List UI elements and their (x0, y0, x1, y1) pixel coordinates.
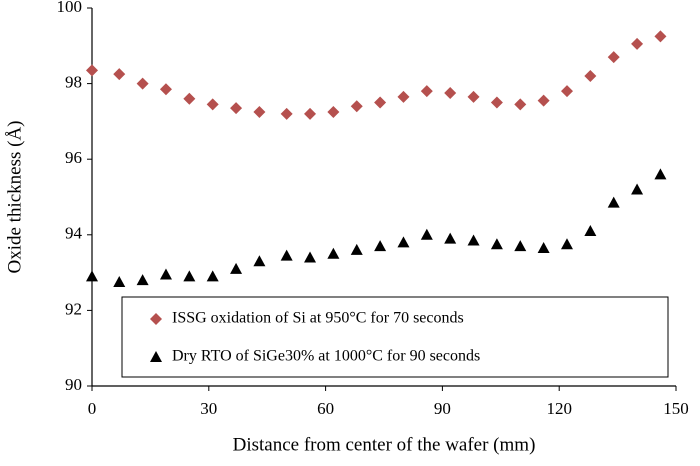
point (654, 168, 667, 180)
point (253, 105, 266, 118)
x-tick-label: 150 (663, 399, 689, 418)
x-tick-label: 120 (546, 399, 572, 418)
point (537, 94, 550, 107)
point (537, 242, 550, 254)
point (280, 107, 293, 120)
legend-marker (150, 313, 162, 325)
point (444, 232, 457, 244)
point (444, 87, 457, 100)
point (584, 70, 597, 83)
point (607, 196, 620, 208)
x-tick-label: 60 (317, 399, 334, 418)
point (467, 90, 480, 103)
point (206, 270, 219, 282)
point (159, 83, 172, 96)
point (113, 276, 126, 288)
point (304, 107, 317, 120)
point (253, 255, 266, 267)
point (420, 228, 433, 240)
point (230, 262, 243, 274)
point (350, 100, 363, 113)
point (374, 96, 387, 109)
point (631, 183, 644, 195)
point (280, 249, 293, 261)
y-axis-label: Oxide thickness (Å) (4, 120, 25, 273)
legend-marker (150, 351, 162, 362)
point (584, 225, 597, 237)
legend-label: ISSG oxidation of Si at 950°C for 70 sec… (172, 310, 464, 327)
y-tick-label: 96 (65, 148, 82, 167)
y-tick-label: 94 (65, 224, 83, 243)
point (86, 64, 98, 77)
point (607, 51, 620, 64)
point (560, 85, 573, 98)
point (136, 77, 149, 90)
point (350, 243, 363, 255)
point (490, 96, 503, 109)
point (397, 236, 410, 248)
point (183, 270, 196, 282)
y-tick-label: 92 (65, 299, 82, 318)
point (327, 105, 340, 118)
x-tick-label: 90 (434, 399, 451, 418)
point (631, 37, 644, 50)
point (327, 247, 340, 259)
point (374, 240, 387, 252)
point (113, 68, 126, 81)
y-tick-label: 98 (65, 73, 82, 92)
legend-box (121, 296, 669, 378)
point (230, 102, 243, 115)
point (467, 234, 480, 246)
point (420, 85, 433, 98)
point (514, 98, 527, 111)
point (654, 30, 667, 43)
x-tick-label: 30 (200, 399, 217, 418)
point (560, 238, 573, 250)
x-axis-label: Distance from center of the wafer (mm) (233, 434, 536, 455)
point (86, 270, 98, 282)
y-tick-label: 100 (57, 0, 83, 16)
y-tick-label: 90 (65, 375, 82, 394)
point (183, 92, 196, 105)
point (206, 98, 219, 111)
point (397, 90, 410, 103)
point (490, 238, 503, 250)
point (159, 268, 172, 280)
point (136, 274, 149, 286)
legend-label: Dry RTO of SiGe30% at 1000°C for 90 seco… (172, 348, 480, 365)
point (514, 240, 527, 252)
x-tick-label: 0 (88, 399, 97, 418)
point (304, 251, 317, 263)
